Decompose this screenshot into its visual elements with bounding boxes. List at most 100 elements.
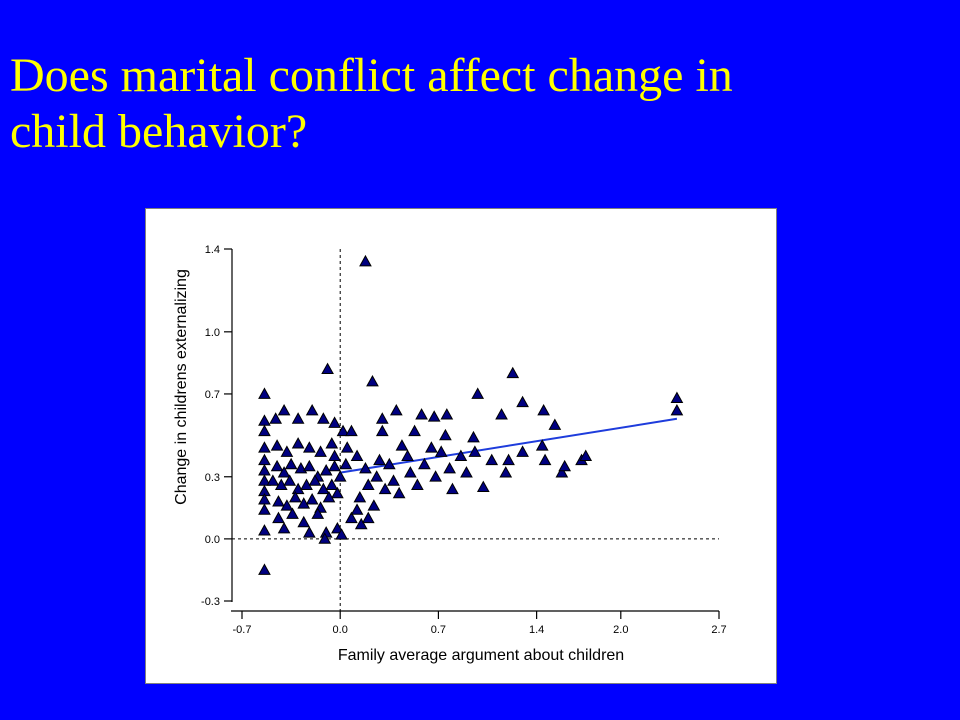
data-point (272, 511, 285, 524)
data-point (311, 507, 325, 519)
y-tick-label: 1.0 (205, 327, 220, 339)
data-point (375, 412, 389, 424)
data-point (350, 503, 364, 515)
data-point (286, 507, 299, 519)
data-point (333, 470, 347, 482)
slide-title-line-1: Does marital conflict affect change in (10, 49, 733, 102)
data-point (434, 445, 448, 457)
data-point (294, 461, 308, 474)
data-point (266, 474, 280, 486)
data-point (454, 449, 468, 461)
data-point (319, 464, 333, 476)
y-tick-label: 1.4 (205, 244, 220, 256)
data-point (443, 461, 456, 474)
data-point (485, 453, 499, 466)
data-point (270, 459, 284, 472)
data-point (404, 466, 417, 478)
data-point (258, 387, 271, 399)
y-tick-label: -0.3 (201, 596, 220, 608)
data-point (415, 408, 428, 420)
data-point (375, 424, 389, 437)
data-point (516, 445, 529, 457)
data-point (340, 441, 354, 453)
y-tick-label: 0.3 (205, 472, 220, 484)
data-point (325, 478, 339, 490)
data-point (579, 449, 593, 461)
data-point (345, 424, 358, 437)
data-point (359, 254, 372, 267)
data-point (283, 474, 297, 486)
data-point (350, 449, 364, 461)
data-point (389, 403, 403, 416)
data-point (277, 403, 291, 416)
data-point (502, 453, 515, 466)
chart-panel: 1.4 1.0 0.7 0.3 0.0 -0.3 -0.7 0.0 0.7 1.4 2.0 2.7 F… (145, 208, 777, 684)
data-point (440, 408, 454, 420)
data-point (277, 521, 291, 534)
data-point (425, 441, 438, 453)
y-tick-label: 0.7 (205, 389, 220, 401)
data-point (297, 497, 311, 509)
data-point (258, 563, 271, 575)
axes: 1.4 1.0 0.7 0.3 0.0 -0.3 -0.7 0.0 0.7 1.4 2.0 2.7 (201, 244, 727, 636)
data-point (335, 528, 348, 540)
data-point (401, 449, 414, 461)
data-point (302, 441, 316, 453)
x-tick-label: 2.7 (711, 624, 726, 636)
data-point (305, 403, 319, 416)
data-point (537, 403, 550, 416)
data-point (328, 459, 341, 472)
y-tick-label: 0.0 (205, 534, 220, 546)
y-axis-label: Change in childrens externalizing (173, 269, 190, 505)
data-point (322, 490, 336, 503)
data-point (258, 524, 271, 536)
data-point (305, 493, 319, 505)
data-point (291, 437, 305, 449)
data-point (354, 517, 368, 530)
data-point (353, 490, 367, 503)
data-point (284, 457, 298, 470)
x-tick-label: 1.4 (529, 624, 544, 636)
data-point (317, 412, 330, 424)
data-point (467, 430, 480, 443)
x-axis-label: Family average argument about children (338, 647, 624, 664)
data-point (258, 424, 271, 437)
data-point (439, 428, 452, 441)
data-point (548, 418, 562, 430)
data-point (418, 457, 431, 470)
data-point (408, 424, 421, 437)
data-point (258, 464, 271, 476)
data-point (387, 474, 400, 486)
data-point (476, 480, 490, 493)
data-point (297, 515, 311, 528)
data-point (370, 470, 384, 482)
data-point (269, 412, 283, 424)
data-point (345, 511, 358, 524)
data-point (395, 439, 409, 451)
x-tick-label: 0.0 (333, 624, 348, 636)
data-point (328, 449, 341, 461)
data-point (339, 457, 353, 470)
data-point (535, 439, 549, 451)
data-point (314, 445, 327, 457)
slide-title: Does marital conflict affect change in c… (10, 48, 940, 160)
data-points (258, 254, 684, 575)
data-point (670, 391, 684, 403)
data-point (277, 466, 291, 478)
data-point (555, 466, 569, 478)
data-point (336, 424, 350, 437)
trend-line (340, 417, 678, 474)
data-point (468, 445, 482, 457)
data-point (258, 441, 271, 453)
data-point (302, 526, 316, 538)
x-tick-label: 0.7 (431, 624, 446, 636)
data-point (302, 459, 316, 472)
data-point (499, 466, 513, 478)
data-point (427, 410, 441, 422)
data-point (382, 457, 396, 470)
slide-title-line-2: child behavior? (10, 105, 308, 158)
data-point (373, 453, 386, 466)
data-point (325, 437, 339, 449)
data-point (331, 486, 344, 499)
data-point (317, 482, 330, 495)
